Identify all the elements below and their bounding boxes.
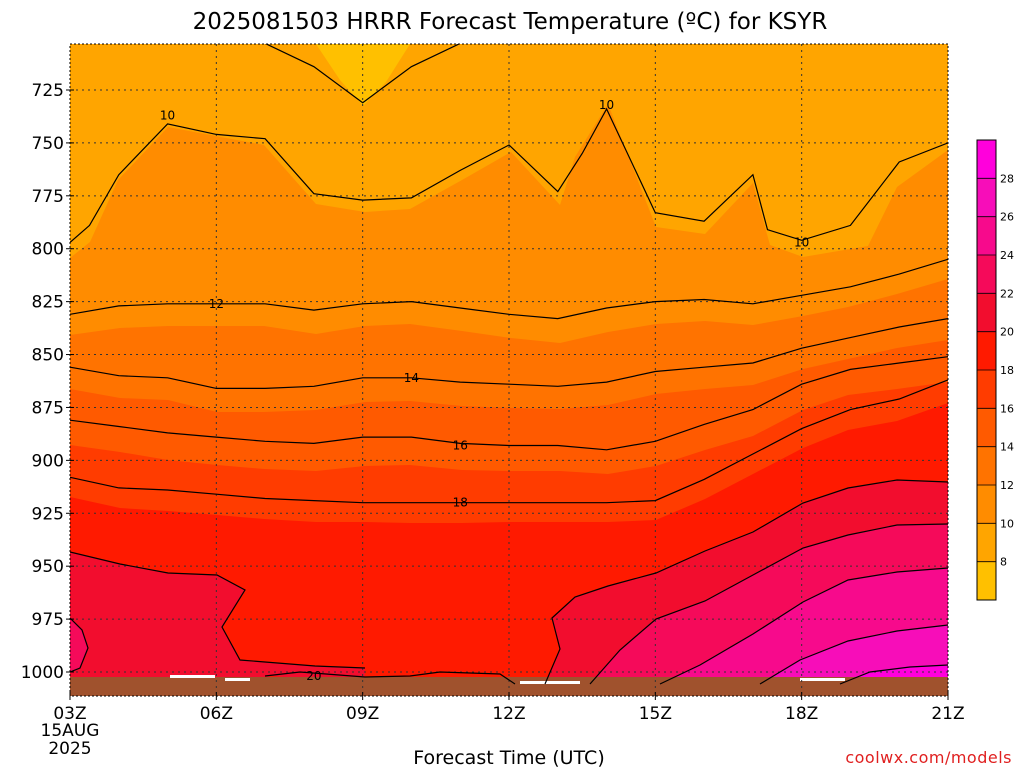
contour-line-26 bbox=[759, 624, 948, 685]
contour-label-18: 18 bbox=[453, 496, 468, 510]
colorbar-tick-label: 12 bbox=[1000, 479, 1014, 492]
contour-label-10: 10 bbox=[794, 235, 809, 249]
colorbar-segment bbox=[977, 293, 996, 333]
contour-line-12 bbox=[70, 258, 948, 320]
colorbar-tick-label: 10 bbox=[1000, 517, 1014, 530]
chart-title: 2025081503 HRRR Forecast Temperature (ºC… bbox=[193, 9, 828, 35]
contour-line-10 bbox=[70, 107, 948, 243]
grid-lines bbox=[70, 44, 948, 696]
contour-label-20: 20 bbox=[306, 669, 321, 683]
contour-label-10: 10 bbox=[599, 98, 614, 112]
y-tick-label: 750 bbox=[32, 134, 64, 154]
colorbar-segment bbox=[977, 485, 996, 524]
colorbar-segment bbox=[977, 255, 996, 294]
colorbar-segment bbox=[977, 178, 996, 218]
contour-line-14 bbox=[70, 318, 948, 389]
contour-line-24 bbox=[659, 567, 948, 685]
contour-label-16: 16 bbox=[453, 439, 468, 453]
colorbar: 8 10 12 14 16 18 20 22 24 26 28 bbox=[976, 139, 1014, 601]
colorbar-tick-label: 28 bbox=[1000, 172, 1014, 185]
colorbar-tick-label: 22 bbox=[1000, 287, 1014, 300]
contour-line-20-right bbox=[544, 479, 948, 685]
colorbar-tick-label: 14 bbox=[1000, 441, 1014, 454]
contour-line-28 bbox=[839, 664, 948, 685]
colorbar-segment bbox=[977, 408, 996, 448]
x-tick-label: 09Z bbox=[346, 704, 379, 724]
x-tick-label: 03Z bbox=[53, 704, 86, 724]
x-date-day: 15AUG bbox=[41, 721, 100, 741]
y-tick-label: 775 bbox=[32, 187, 64, 207]
y-tick-label: 800 bbox=[32, 240, 64, 260]
colorbar-segment bbox=[977, 140, 996, 179]
colorbar-tick-label: 26 bbox=[1000, 211, 1014, 224]
contour-line-22 bbox=[589, 523, 948, 685]
y-tick-label: 975 bbox=[32, 610, 64, 630]
surface-white-marks bbox=[170, 675, 845, 684]
contour-lines bbox=[70, 44, 948, 685]
colorbar-tick-label: 20 bbox=[1000, 326, 1014, 339]
colorbar-segment bbox=[977, 370, 996, 409]
plot-area: 10 10 10 12 14 16 18 20 bbox=[70, 44, 948, 696]
colorbar-tick-label: 8 bbox=[1000, 556, 1007, 569]
y-tick-label: 900 bbox=[32, 451, 64, 471]
y-tick-label: 850 bbox=[32, 346, 64, 366]
x-axis: 03Z 06Z 09Z 12Z 15Z 18Z 21Z bbox=[53, 692, 965, 724]
x-tick-label: 06Z bbox=[200, 704, 233, 724]
x-tick-label: 21Z bbox=[931, 704, 964, 724]
colorbar-tick-label: 18 bbox=[1000, 364, 1014, 377]
contour-line-20-surface bbox=[264, 671, 516, 685]
contour-line-16 bbox=[70, 356, 948, 451]
coolwx-credit: coolwx.com/models bbox=[845, 748, 1012, 767]
contour-line-9 bbox=[264, 44, 461, 104]
y-tick-label: 925 bbox=[32, 504, 64, 524]
y-tick-label: 725 bbox=[32, 81, 64, 101]
x-tick-label: 12Z bbox=[492, 704, 525, 724]
contour-labels: 10 10 10 12 14 16 18 20 bbox=[160, 98, 809, 683]
x-tick-label: 18Z bbox=[785, 704, 818, 724]
band-20-22 bbox=[70, 552, 365, 684]
colorbar-segment bbox=[977, 216, 996, 256]
colorbar-segment bbox=[977, 561, 996, 601]
y-tick-label: 875 bbox=[32, 398, 64, 418]
colorbar-segment bbox=[977, 523, 996, 563]
y-tick-label: 825 bbox=[32, 293, 64, 313]
contour-label-10: 10 bbox=[160, 108, 175, 122]
y-tick-label: 950 bbox=[32, 557, 64, 577]
colorbar-tick-label: 16 bbox=[1000, 402, 1014, 415]
contour-label-12: 12 bbox=[209, 297, 224, 311]
colorbar-segment bbox=[977, 331, 996, 371]
x-tick-label: 15Z bbox=[639, 704, 672, 724]
contour-line-22-left bbox=[70, 617, 89, 673]
x-date-year: 2025 bbox=[48, 739, 91, 759]
colorbar-segment bbox=[977, 446, 996, 486]
y-axis: 725 750 775 800 825 850 875 900 925 950 975 1000 bbox=[21, 81, 74, 683]
x-axis-label: Forecast Time (UTC) bbox=[413, 747, 604, 768]
colorbar-tick-label: 24 bbox=[1000, 249, 1014, 262]
contour-label-14: 14 bbox=[404, 371, 419, 385]
contour-line-18 bbox=[70, 379, 948, 504]
contour-line-20-left bbox=[70, 551, 366, 669]
y-tick-label: 1000 bbox=[21, 663, 64, 683]
